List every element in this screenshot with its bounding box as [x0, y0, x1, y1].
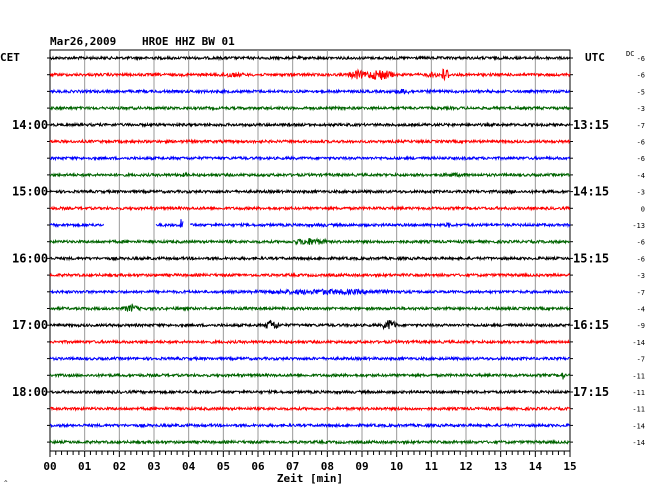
seismic-trace: [49, 188, 571, 196]
seismic-trace: [49, 155, 571, 162]
seismic-trace: [49, 288, 571, 296]
x-tick-label: 04: [182, 460, 196, 473]
seismic-trace: [49, 121, 571, 129]
dc-offset-label: -4: [637, 306, 645, 314]
left-hour-label: 14:00: [12, 118, 48, 132]
seismic-trace: [49, 138, 571, 145]
seismic-trace: [49, 255, 571, 262]
x-axis-title: Zeit [min]: [277, 472, 343, 485]
dc-offset-label: -6: [637, 255, 645, 263]
dc-offset-label: -6: [637, 139, 645, 147]
right-hour-label: 13:15: [573, 118, 609, 132]
corner-mark: ^: [4, 480, 8, 487]
seismic-trace: [49, 219, 571, 229]
seismic-trace: [49, 303, 571, 312]
dc-offset-label: -3: [637, 272, 645, 280]
dc-offset-label: -13: [632, 222, 645, 230]
seismic-trace: [49, 54, 571, 62]
grid: [47, 49, 573, 457]
left-hour-label: 18:00: [12, 385, 48, 399]
right-hour-label: 17:15: [573, 385, 609, 399]
x-tick-label: 14: [529, 460, 543, 473]
dc-column-label: DC: [626, 50, 634, 58]
dc-offset-label: -14: [632, 422, 645, 430]
dc-offset-label: 0: [641, 205, 645, 213]
trace-series: [49, 54, 571, 446]
dc-offset-label: -3: [637, 189, 645, 197]
seismic-trace: [49, 355, 571, 362]
seismic-trace: [49, 422, 571, 429]
x-tick-label: 15: [563, 460, 576, 473]
dc-offset-label: -6: [637, 239, 645, 247]
dc-offset-label: -5: [637, 88, 645, 96]
seismic-trace: [49, 319, 571, 331]
right-hour-label: 15:15: [573, 251, 609, 265]
dc-offset-label: -6: [637, 55, 645, 63]
dc-offset-label: -11: [632, 389, 645, 397]
x-tick-label: 11: [425, 460, 439, 473]
x-tick-label: 09: [355, 460, 368, 473]
seismic-trace: [49, 237, 571, 246]
seismic-trace: [49, 271, 571, 279]
seismic-trace: [49, 405, 571, 412]
chart-date: Mar26,2009: [50, 35, 116, 48]
dc-offset-label: -7: [637, 122, 645, 130]
seismic-trace: [49, 171, 571, 179]
left-hour-label: 17:00: [12, 318, 48, 332]
seismic-trace: [49, 104, 571, 112]
right-timezone-label: UTC: [585, 51, 605, 64]
dc-offset-label: -6: [637, 72, 645, 80]
x-tick-label: 01: [78, 460, 92, 473]
x-tick-label: 06: [251, 460, 265, 473]
left-timezone-label: CET: [0, 51, 20, 64]
dc-offset-label: -11: [632, 372, 645, 380]
seismic-trace: [49, 372, 571, 380]
dc-offset-label: -14: [632, 339, 645, 347]
dc-offset-label: -11: [632, 406, 645, 414]
seismic-trace: [49, 338, 571, 346]
x-tick-label: 08: [321, 460, 334, 473]
right-hour-label: 16:15: [573, 318, 609, 332]
x-tick-label: 13: [494, 460, 507, 473]
dc-offset-label: -7: [637, 289, 645, 297]
x-tick-label: 12: [459, 460, 472, 473]
x-tick-label: 03: [147, 460, 160, 473]
seismic-trace: [49, 438, 571, 446]
dc-offset-label: -7: [637, 356, 645, 364]
x-tick-label: 10: [390, 460, 403, 473]
left-hour-label: 16:00: [12, 251, 48, 265]
x-tick-label: 00: [43, 460, 56, 473]
dc-offset-label: -3: [637, 105, 645, 113]
seismic-trace: [49, 68, 571, 82]
seismic-trace: [49, 205, 571, 212]
seismic-trace: [49, 388, 571, 396]
x-tick-label: 07: [286, 460, 299, 473]
dc-offset-label: -4: [637, 172, 645, 180]
x-tick-label: 05: [217, 460, 230, 473]
seismic-trace: [49, 88, 571, 95]
x-tick-label: 02: [113, 460, 126, 473]
chart-station: HROE HHZ BW 01: [142, 35, 235, 48]
dc-offset-label: -6: [637, 155, 645, 163]
dc-offset-label: -9: [637, 322, 645, 330]
left-hour-label: 15:00: [12, 185, 48, 199]
right-hour-label: 14:15: [573, 185, 609, 199]
dc-offset-label: -14: [632, 439, 645, 447]
